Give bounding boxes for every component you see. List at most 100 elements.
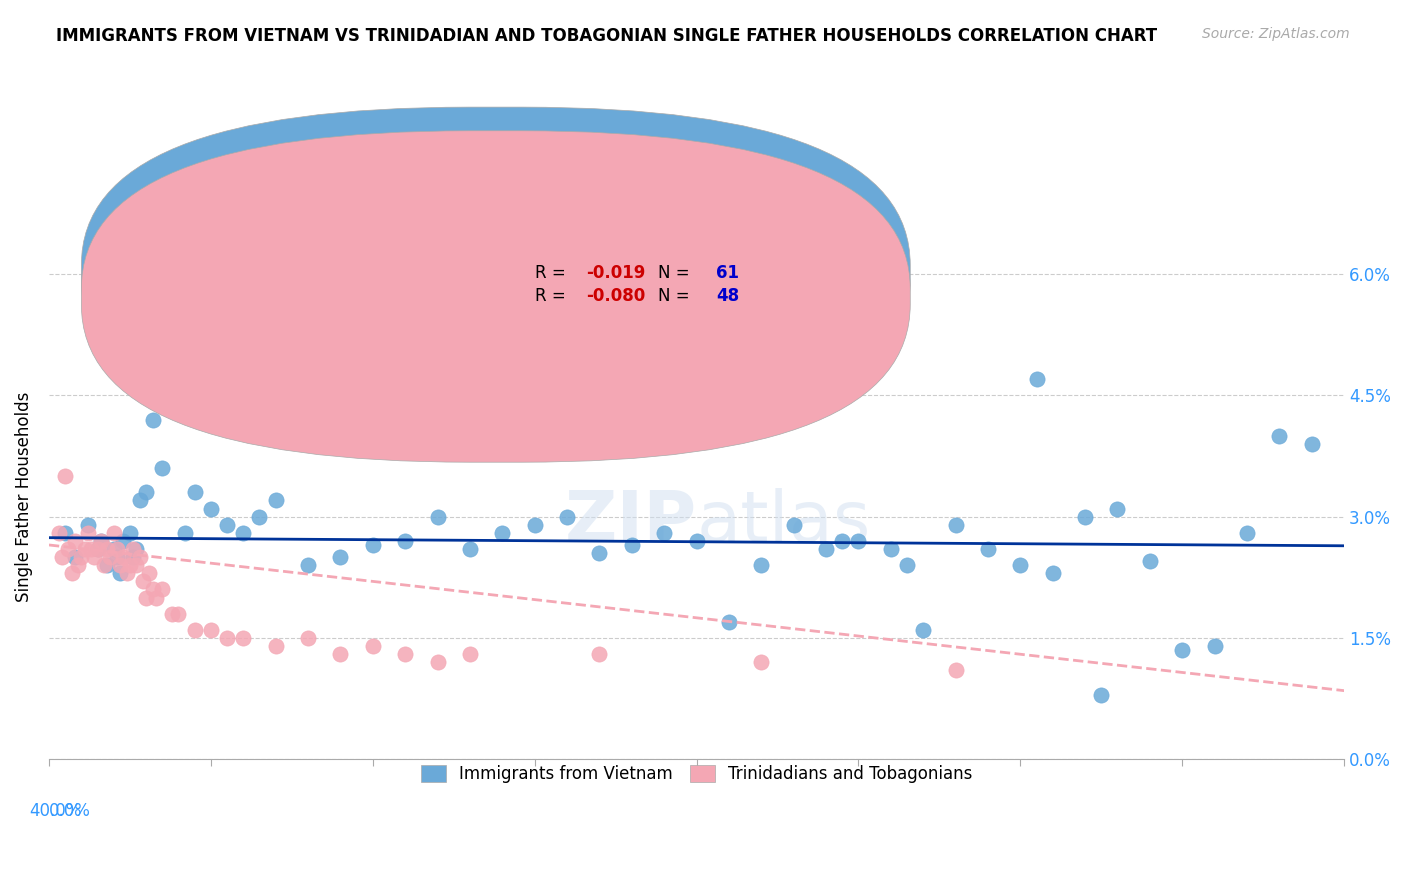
- Point: [138, 566, 160, 581]
- Point: [652, 525, 675, 540]
- Text: -0.080: -0.080: [586, 287, 645, 305]
- Point: [1010, 558, 1032, 573]
- Point: [361, 639, 384, 653]
- Point: [912, 623, 935, 637]
- Point: [200, 501, 222, 516]
- Point: [76, 525, 98, 540]
- Point: [588, 546, 610, 560]
- Text: 61: 61: [716, 264, 740, 282]
- Point: [150, 461, 173, 475]
- Point: [1139, 554, 1161, 568]
- Point: [588, 647, 610, 661]
- Point: [1171, 643, 1194, 657]
- Text: N =: N =: [658, 264, 695, 282]
- Point: [112, 550, 135, 565]
- Point: [160, 607, 183, 621]
- Point: [458, 647, 481, 661]
- Point: [896, 558, 918, 573]
- Point: [555, 509, 578, 524]
- Point: [945, 517, 967, 532]
- Point: [945, 664, 967, 678]
- Point: [63, 533, 86, 548]
- Point: [848, 533, 870, 548]
- Point: [620, 538, 643, 552]
- FancyBboxPatch shape: [82, 131, 910, 462]
- Point: [103, 541, 125, 556]
- Point: [142, 412, 165, 426]
- Point: [174, 525, 197, 540]
- Point: [53, 525, 76, 540]
- Legend: Immigrants from Vietnam, Trinidadians and Tobagonians: Immigrants from Vietnam, Trinidadians an…: [411, 755, 983, 793]
- Point: [105, 541, 128, 556]
- Point: [458, 541, 481, 556]
- Point: [142, 582, 165, 597]
- Point: [183, 623, 205, 637]
- Point: [73, 541, 96, 556]
- Point: [183, 485, 205, 500]
- Point: [135, 485, 157, 500]
- Point: [1236, 525, 1258, 540]
- Text: 0.0%: 0.0%: [49, 802, 91, 820]
- Point: [80, 541, 103, 556]
- Point: [215, 517, 238, 532]
- Text: ZIP: ZIP: [564, 488, 696, 558]
- Point: [108, 558, 131, 573]
- Point: [108, 566, 131, 581]
- Point: [815, 541, 838, 556]
- Point: [200, 623, 222, 637]
- Text: 40.0%: 40.0%: [30, 802, 82, 820]
- Point: [70, 550, 93, 565]
- Point: [125, 541, 148, 556]
- Text: N =: N =: [658, 287, 695, 305]
- Text: atlas: atlas: [696, 488, 870, 558]
- Point: [150, 582, 173, 597]
- FancyBboxPatch shape: [82, 107, 910, 439]
- Point: [112, 533, 135, 548]
- Point: [167, 332, 190, 346]
- Point: [1025, 372, 1047, 386]
- Point: [122, 550, 145, 565]
- Point: [145, 591, 167, 605]
- Point: [90, 533, 112, 548]
- Point: [783, 517, 806, 532]
- Point: [426, 656, 449, 670]
- Point: [394, 647, 416, 661]
- Point: [118, 525, 141, 540]
- Point: [48, 525, 70, 540]
- Point: [1074, 509, 1097, 524]
- Text: R =: R =: [534, 287, 571, 305]
- Point: [215, 631, 238, 645]
- Point: [90, 533, 112, 548]
- Point: [96, 558, 118, 573]
- Point: [103, 525, 125, 540]
- Point: [717, 615, 740, 629]
- Point: [1204, 639, 1226, 653]
- Point: [749, 558, 772, 573]
- Point: [76, 517, 98, 532]
- Point: [63, 550, 86, 565]
- Point: [1042, 566, 1064, 581]
- Text: R =: R =: [534, 264, 571, 282]
- Point: [115, 566, 138, 581]
- Point: [523, 517, 546, 532]
- Point: [264, 639, 287, 653]
- Point: [1268, 428, 1291, 442]
- Point: [132, 574, 155, 589]
- Point: [51, 550, 73, 565]
- Point: [118, 558, 141, 573]
- Point: [167, 607, 190, 621]
- Point: [128, 550, 150, 565]
- Point: [53, 469, 76, 483]
- Point: [880, 541, 903, 556]
- Text: Source: ZipAtlas.com: Source: ZipAtlas.com: [1202, 27, 1350, 41]
- Text: -0.019: -0.019: [586, 264, 645, 282]
- Point: [749, 656, 772, 670]
- Point: [329, 647, 352, 661]
- Point: [297, 558, 319, 573]
- FancyBboxPatch shape: [444, 241, 820, 315]
- Point: [361, 538, 384, 552]
- Point: [128, 493, 150, 508]
- Point: [122, 541, 145, 556]
- Point: [58, 541, 80, 556]
- Point: [86, 541, 108, 556]
